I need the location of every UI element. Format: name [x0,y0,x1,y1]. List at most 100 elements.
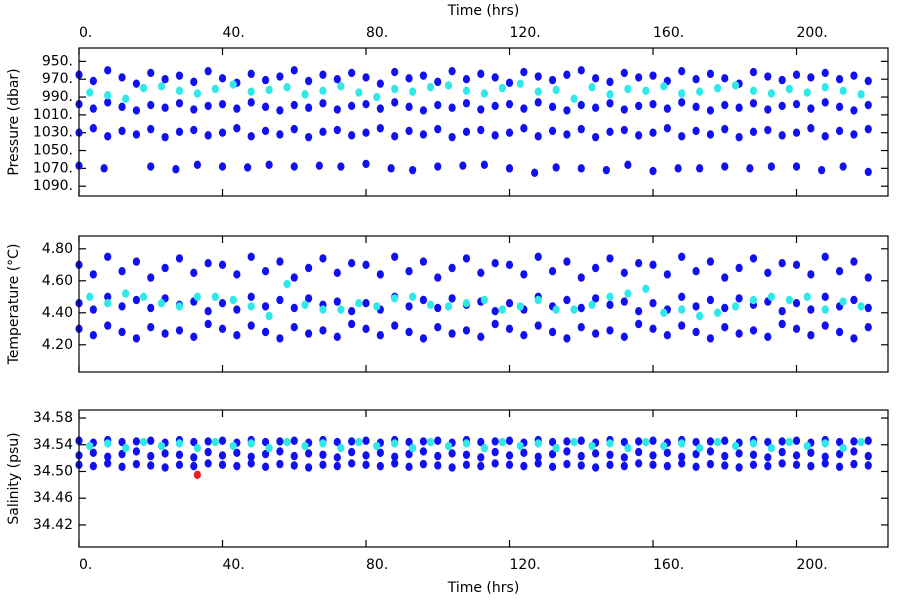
y-tick-label: 970. [42,71,73,87]
data-point [735,449,743,458]
data-point [635,319,643,329]
data-point [218,74,227,83]
data-point [850,71,858,80]
data-point [624,443,632,453]
data-point [792,260,801,269]
data-point [706,295,715,305]
data-point [348,307,356,316]
data-point [319,326,327,335]
data-point [477,461,485,471]
data-point [505,164,514,173]
data-point [850,334,858,343]
data-point [161,132,169,142]
data-point [247,302,255,311]
data-point [147,451,155,461]
data-point [405,126,413,136]
data-point [405,437,413,447]
data-point [592,74,600,83]
data-point [477,453,485,462]
data-point [147,162,155,171]
data-point [764,437,772,447]
data-point [749,86,758,95]
data-point [247,132,255,141]
data-point [534,439,542,448]
data-point [480,443,488,453]
y-tick-label: 4.20 [42,337,73,353]
data-point [721,100,729,110]
data-point [749,99,758,108]
data-point [175,71,184,80]
data-point [290,124,298,134]
data-point [678,452,686,461]
data-point [678,66,686,76]
data-point [405,449,413,459]
data-point [713,308,722,317]
y-tick-label: 1010. [33,107,73,123]
y-tick-label: 4.40 [42,305,73,321]
data-point [803,441,811,451]
data-point [706,334,715,343]
data-point [577,461,585,470]
data-point [635,131,643,140]
data-point [477,69,485,79]
data-point [477,332,485,341]
data-point [577,66,585,75]
data-point [161,103,169,112]
data-point [592,329,600,338]
data-point [606,326,614,335]
data-point [821,68,829,78]
data-point [89,104,97,113]
data-point [520,270,528,279]
data-point [161,449,169,458]
data-point [552,443,560,453]
data-point [265,311,273,321]
data-point [520,124,528,133]
data-point [749,460,758,469]
data-point [147,436,155,445]
data-point [606,292,614,301]
data-point [391,439,399,448]
data-point [373,441,381,451]
data-point [620,453,628,462]
data-point [218,460,227,469]
data-point [534,87,542,96]
data-point [233,448,241,457]
plot-frame [78,409,889,548]
data-point [362,324,370,333]
plot-frame [78,235,889,373]
data-point [778,459,786,468]
data-point [696,164,704,173]
data-point [104,66,112,75]
data-point [764,461,772,471]
data-point [175,302,184,311]
data-point [147,303,155,313]
data-point [132,257,141,266]
data-point [118,102,126,112]
data-point [104,91,112,100]
data-point [721,124,729,134]
data-point [721,303,729,313]
data-point [749,439,758,448]
data-point [175,254,184,263]
data-point [592,294,600,303]
data-point [764,125,772,135]
data-point [462,299,471,308]
data-point [319,254,327,263]
data-point [337,443,345,453]
data-point [477,125,485,135]
data-point [570,437,578,447]
data-point [362,159,370,169]
data-point [850,437,858,446]
data-point [218,260,227,269]
data-point [376,331,384,340]
data-point [319,86,327,95]
data-point [283,83,291,92]
data-point [190,105,198,114]
data-point [592,463,600,472]
data-point [391,321,399,330]
data-point [592,449,600,458]
data-point [721,323,729,332]
data-point [157,299,166,308]
data-point [434,273,442,282]
data-point [319,70,327,79]
